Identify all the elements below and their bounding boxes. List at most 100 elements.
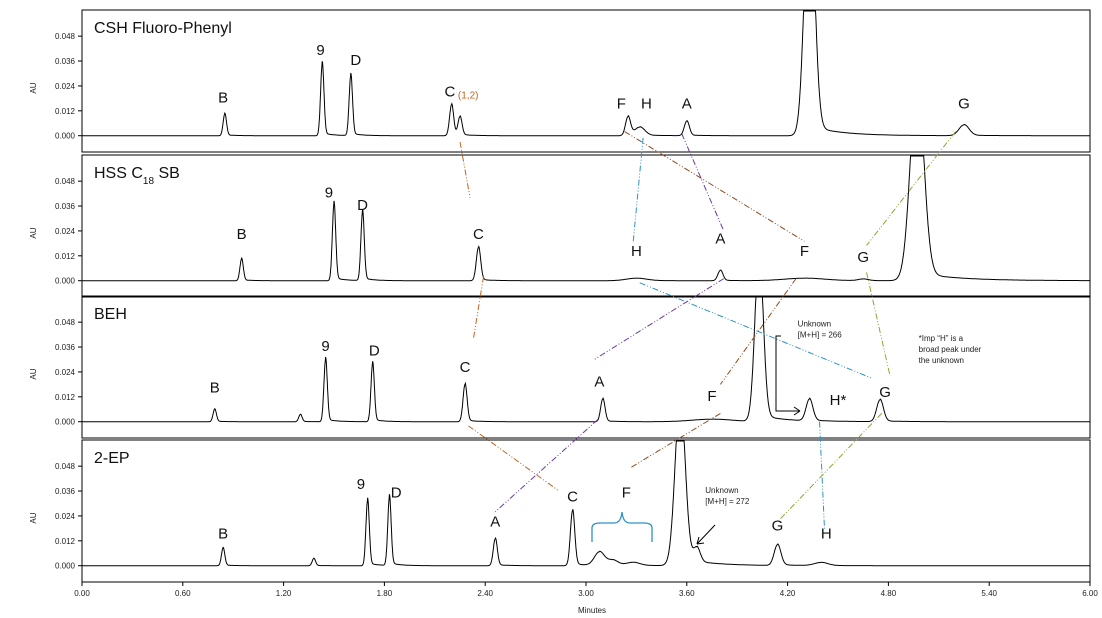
peak-label-d: D [357, 197, 368, 214]
peak-label-g: G [772, 517, 784, 534]
peak-label-9: 9 [321, 338, 329, 355]
y-tick-label: 0.024 [55, 82, 76, 91]
peak-label-h: H [631, 243, 642, 260]
peak-label-f: F [622, 484, 631, 501]
x-tick-label: 0.60 [175, 589, 191, 598]
peak-label-c: C [460, 359, 471, 376]
f-group-bracket [591, 511, 653, 542]
y-axis-title: AU [29, 512, 38, 523]
y-tick-label: 0.012 [55, 107, 76, 116]
y-tick-label: 0.024 [55, 368, 76, 377]
panel-frame [81, 9, 1091, 153]
peak-label-c: C [444, 83, 455, 100]
connector-g [866, 131, 956, 246]
panel-title: 2-EP [94, 450, 130, 467]
y-tick-label: 0.048 [55, 318, 76, 327]
peak-label-d: D [369, 342, 380, 359]
y-axis-title: AU [29, 82, 38, 93]
x-tick-label: 5.40 [981, 589, 997, 598]
y-tick-label: 0.036 [55, 343, 76, 352]
y-axis-title: AU [29, 368, 38, 379]
x-tick-label: 3.00 [578, 589, 594, 598]
y-tick-label: 0.036 [55, 202, 76, 211]
y-tick-label: 0.048 [55, 32, 76, 41]
panel-title: CSH Fluoro-Phenyl [94, 20, 232, 37]
connector-f [629, 412, 721, 469]
y-axis-title: AU [29, 227, 38, 238]
x-tick-label: 4.80 [881, 589, 897, 598]
annotation-text: Unknown [798, 319, 831, 328]
connector-a [594, 278, 725, 360]
y-tick-label: 0.012 [55, 393, 76, 402]
trace-line [82, 296, 1090, 423]
connector-c [459, 141, 471, 198]
peak-label-b: B [218, 90, 228, 107]
peak-label-g: G [879, 384, 891, 401]
y-tick-label: 0.036 [55, 57, 76, 66]
connector-f [719, 278, 797, 385]
connector-c [468, 425, 560, 492]
connectors-layer [459, 131, 956, 531]
peak-label-c: C [567, 488, 578, 505]
peak-label-h: H [641, 96, 652, 113]
x-tick-label: 1.80 [377, 589, 393, 598]
trace-line [82, 155, 1090, 282]
connector-h [819, 421, 826, 531]
y-tick-label: 0.048 [55, 462, 76, 471]
y-tick-label: 0.024 [55, 227, 76, 236]
peak-label-9: 9 [357, 476, 365, 493]
connector-g [866, 272, 891, 377]
peak-label-g: G [958, 96, 970, 113]
x-tick-label: 6.00 [1082, 589, 1098, 598]
peak-label-a: A [682, 96, 692, 113]
peak-label-c: C [473, 226, 484, 243]
annotation-marks [591, 335, 801, 545]
trace-line [82, 440, 1090, 567]
peak-label-9: 9 [316, 42, 324, 59]
y-tick-label: 0.048 [55, 177, 76, 186]
peak-label-9: 9 [325, 185, 333, 202]
peak-label-a: A [490, 513, 500, 530]
panel-4: 0.000 0.012 0.024 0.036 0.048 AU 2-EP B 9 D A C F G H U… [29, 439, 1091, 583]
annotation-text: [M+H] = 266 [798, 330, 843, 339]
peak-label-g: G [857, 249, 869, 266]
connector-a [681, 133, 725, 232]
peak-label-b: B [218, 526, 228, 543]
annotation-text: broad peak under [919, 345, 982, 354]
unknown-bracket [775, 335, 800, 412]
peak-label-f: F [707, 388, 716, 405]
panel-title-suffix: SB [154, 165, 180, 182]
peak-label-f: F [800, 243, 809, 260]
peak-label-b: B [237, 226, 247, 243]
x-tick-label: 0.00 [74, 589, 90, 598]
peak-label-d: D [391, 484, 402, 501]
connector-a [494, 419, 599, 513]
panel-frame [81, 154, 1091, 298]
y-tick-label: 0.012 [55, 252, 76, 261]
panel-title: BEH [94, 306, 127, 323]
connector-c [472, 276, 485, 339]
x-tick-label: 2.40 [477, 589, 493, 598]
panel-3: 0.000 0.012 0.024 0.036 0.048 AU BEH B 9 D C A F H* G U… [29, 295, 1091, 439]
unknown-arrow [696, 524, 716, 545]
connector-g [778, 413, 883, 521]
x-tick-label: 4.20 [780, 589, 796, 598]
y-tick-label: 0.012 [55, 537, 76, 546]
x-axis: 0.00 0.60 1.20 1.80 2.40 3.00 3.60 4.20 4.80 5.40… [74, 582, 1098, 598]
panel-frame [81, 439, 1091, 583]
x-tick-label: 1.20 [276, 589, 292, 598]
trace-line [82, 10, 1090, 137]
y-tick-label: 0.036 [55, 487, 76, 496]
peak-label-a: A [715, 230, 725, 247]
y-tick-label: 0.000 [55, 562, 76, 571]
annotation-text: [M+H] = 272 [705, 497, 750, 506]
peak-label-h: H [821, 526, 832, 543]
connector-h [632, 137, 644, 244]
peak-label-a: A [594, 373, 604, 390]
panel-2: 0.000 0.012 0.024 0.036 0.048 AU HSS C18 SB B 9 D… [29, 154, 1091, 298]
y-tick-label: 0.024 [55, 512, 76, 521]
y-tick-label: 0.000 [55, 418, 76, 427]
annotation-text: *Imp “H” is a [919, 334, 964, 343]
panel-frame [81, 295, 1091, 439]
